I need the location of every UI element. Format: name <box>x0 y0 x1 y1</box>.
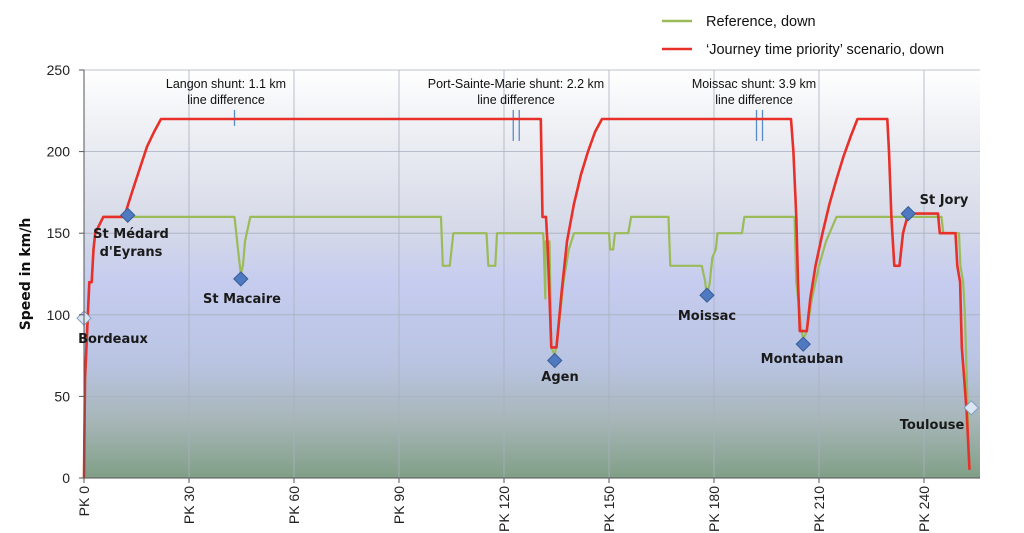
station-label: St Macaire <box>203 292 281 307</box>
grid-lines <box>84 69 980 478</box>
station-marker <box>699 287 715 303</box>
station-marker <box>795 336 811 352</box>
y-tick-label: 100 <box>47 307 71 323</box>
x-tick-label: PK 30 <box>181 486 197 524</box>
annotation-label: line difference <box>187 93 265 107</box>
station-marker <box>233 271 249 287</box>
y-tick-label: 200 <box>47 144 71 160</box>
station-label: Moissac <box>678 309 736 324</box>
station-label: Toulouse <box>900 418 965 433</box>
x-tick-label: PK 180 <box>706 486 722 532</box>
annotation-label: line difference <box>477 93 555 107</box>
chart-legend: Reference, down ‘Journey time priority’ … <box>662 14 944 58</box>
y-axis-title: Speed in km/h <box>18 218 34 331</box>
annotation-label: Port-Sainte-Marie shunt: 2.2 km <box>428 77 604 91</box>
x-tick-label: PK 90 <box>391 486 407 524</box>
station-label: d'Eyrans <box>100 245 163 260</box>
station-label: St Médard <box>93 227 169 242</box>
y-tick-label: 0 <box>62 470 70 486</box>
series-line-reference <box>82 215 971 479</box>
station-label: Bordeaux <box>78 332 148 347</box>
station-marker <box>900 205 916 222</box>
station-label: St Jory <box>920 193 969 208</box>
station-marker <box>547 352 563 369</box>
x-tick-label: PK 240 <box>916 486 932 532</box>
station-label: Montauban <box>761 352 844 367</box>
y-tick-label: 250 <box>47 62 71 78</box>
annotation-label: Langon shunt: 1.1 km <box>166 77 286 91</box>
station-marker <box>120 207 136 223</box>
x-tick-label: PK 210 <box>811 486 827 532</box>
x-tick-label: PK 150 <box>601 486 617 532</box>
legend-label-scenario: ‘Journey time priority’ scenario, down <box>706 42 944 58</box>
legend-label-reference: Reference, down <box>706 14 816 30</box>
station-label: Agen <box>541 370 578 385</box>
text-labels: Bordeaux St Médard d'Eyrans St Macaire Agen M… <box>78 77 969 433</box>
station-marker <box>963 400 979 416</box>
x-tick-label: PK 120 <box>496 486 512 532</box>
y-tick-label: 150 <box>47 225 71 241</box>
axes: 0 50 100 150 200 250 PK 0 PK 30 PK 60 PK 90 PK 120… <box>47 62 980 532</box>
y-tick-label: 50 <box>54 388 70 404</box>
x-tick-label: PK 60 <box>286 486 302 524</box>
annotation-label: line difference <box>715 93 793 107</box>
x-tick-label: PK 0 <box>76 486 92 517</box>
plot-background <box>84 70 980 478</box>
annotation-label: Moissac shunt: 3.9 km <box>692 77 816 91</box>
